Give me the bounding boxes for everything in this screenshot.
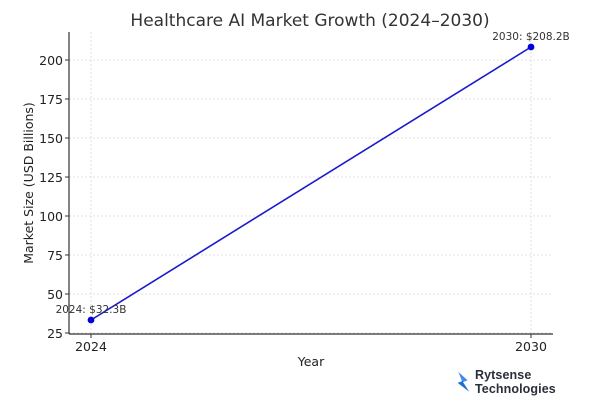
annotation-2024: 2024: $32.3B [56,304,127,316]
y-tick-label: 100 [39,209,63,224]
y-tick-label: 50 [47,287,63,302]
y-tick-label: 125 [39,170,63,185]
y-axis-label: Market Size (USD Billions) [21,102,36,264]
y-tick-label: 25 [47,326,63,341]
y-gridlines [69,59,553,334]
x-tick-labels: 2024 2030 [75,339,547,354]
x-ticks [90,334,532,338]
brand-logo: Rytsense Technologies [455,368,600,396]
y-ticks [65,59,69,334]
brand-name: Rytsense Technologies [474,368,556,396]
x-tick-label: 2024 [75,339,107,354]
y-tick-label: 175 [39,92,63,107]
y-tick-labels: 25 50 75 100 125 150 175 200 [39,53,63,341]
chart-title: Healthcare AI Market Growth (2024–2030) [130,11,489,31]
x-tick-label: 2030 [515,339,547,354]
y-tick-label: 150 [39,131,63,146]
series-line [90,46,532,321]
lightning-bolt-logo-icon [457,372,470,392]
y-tick-label: 200 [39,53,63,68]
annotation-2030: 2030: $208.2B [492,31,570,43]
y-tick-label: 75 [47,248,63,263]
x-axis-label: Year [297,354,325,369]
data-point-2030 [527,43,535,51]
data-point-2024 [87,316,95,324]
